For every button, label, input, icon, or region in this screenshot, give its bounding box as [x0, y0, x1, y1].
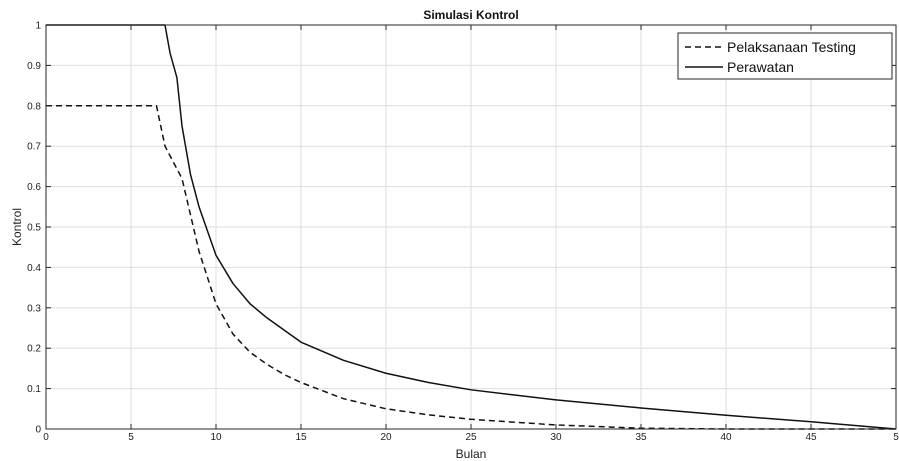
x-tick-label: 20: [380, 432, 392, 443]
y-tick-label: 0.5: [27, 223, 41, 234]
y-tick-label: 0.6: [27, 182, 41, 193]
y-tick-label: 0.9: [27, 61, 41, 72]
legend-box: [677, 32, 893, 80]
x-tick-label: 5: [128, 432, 134, 443]
series-line-perawatan: [46, 24, 897, 430]
y-tick-label: 1: [35, 21, 41, 32]
series-lines: [46, 24, 897, 430]
y-tick-label: 0.2: [27, 344, 41, 355]
x-tick-label: 25: [465, 432, 477, 443]
x-tick-label: 30: [550, 432, 562, 443]
legend-label-pelaksanaan-testing: Pelaksanaan Testing: [727, 39, 856, 55]
x-axis-label: Bulan: [456, 447, 487, 461]
grid-lines: [46, 25, 896, 429]
y-tick-label: 0: [35, 425, 41, 436]
x-tick-label: 45: [805, 432, 817, 443]
legend: Pelaksanaan Testing Perawatan: [677, 32, 893, 80]
axis-ticks: 0 5 10 15 20 25 30 35 40 45 500.10.20.30.40.50.60.…: [27, 21, 899, 444]
x-tick-label: 0: [43, 432, 49, 443]
y-tick-label: 0.8: [27, 101, 41, 112]
y-tick-label: 0.3: [27, 303, 41, 314]
x-tick-label: 40: [720, 432, 732, 443]
x-tick-label: 35: [635, 432, 647, 443]
x-tick-label: 5: [893, 432, 899, 443]
chart-title: Simulasi Kontrol: [423, 8, 518, 22]
y-tick-label: 0.7: [27, 142, 41, 153]
x-tick-label: 10: [210, 432, 222, 443]
y-tick-label: 0.4: [27, 263, 41, 274]
legend-label-perawatan: Perawatan: [727, 59, 794, 75]
y-axis-label: Kontrol: [10, 208, 24, 246]
x-tick-label: 15: [295, 432, 307, 443]
y-tick-label: 0.1: [27, 384, 41, 395]
